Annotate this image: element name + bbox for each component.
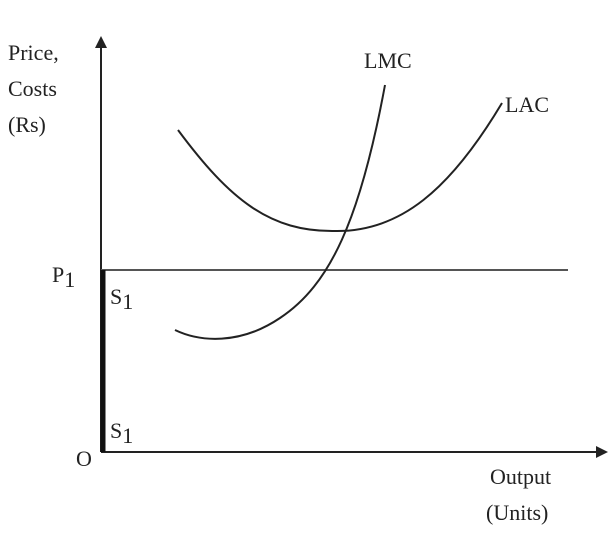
lmc-label: LMC (364, 48, 412, 73)
x-axis-label: Output (490, 464, 551, 489)
lmc-curve (174, 84, 386, 340)
lac-label: LAC (505, 92, 549, 117)
origin-label: O (76, 446, 92, 471)
lac-curve (177, 102, 503, 233)
supply-label: S1 (110, 284, 133, 314)
x-axis-label: (Units) (486, 500, 548, 525)
price-label: P1 (52, 262, 75, 292)
y-axis-label: Price, (8, 40, 59, 65)
y-axis-label: (Rs) (8, 112, 46, 137)
supply-label: S1 (110, 418, 133, 448)
y-axis-label: Costs (8, 76, 57, 101)
